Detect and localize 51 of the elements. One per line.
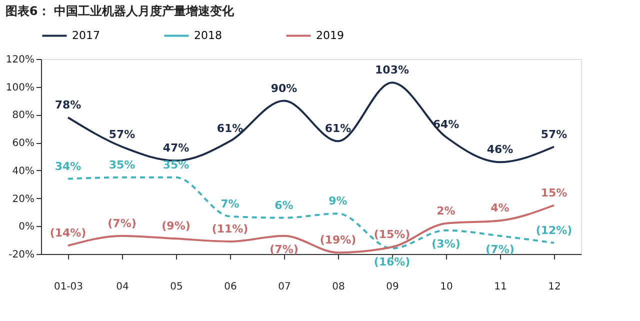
data-label: 6% (274, 198, 294, 212)
y-tick-label: -20% (8, 250, 34, 260)
data-label: (15%) (374, 228, 410, 242)
data-label: 90% (270, 82, 298, 95)
data-label: (19%) (320, 234, 356, 247)
data-label: (11%) (212, 222, 248, 236)
data-label: (3%) (432, 237, 460, 250)
y-tick-label: 20% (12, 194, 34, 205)
x-tick-label: 09 (386, 282, 399, 292)
data-label: (7%) (108, 216, 136, 230)
data-label: (9%) (162, 220, 190, 233)
legend-label: 2019 (316, 28, 344, 42)
data-label: 4% (490, 202, 510, 215)
x-tick-label: 07 (278, 282, 291, 292)
x-tick-label: 10 (440, 282, 453, 292)
data-label: (7%) (486, 242, 514, 256)
chart-title: 图表6： 中国工业机器人月度产量增速变化 (5, 4, 235, 18)
x-tick-label: 12 (548, 282, 561, 292)
data-label: 7% (220, 197, 240, 210)
data-label: 47% (162, 142, 190, 155)
data-label: 9% (328, 194, 348, 208)
data-label: 46% (486, 143, 514, 156)
legend-label: 2017 (72, 28, 100, 42)
x-tick-label: 04 (116, 282, 129, 292)
y-tick-label: 120% (6, 54, 34, 66)
y-tick-label: 40% (12, 166, 34, 177)
x-tick-label: 08 (332, 282, 345, 292)
data-label: (16%) (374, 255, 410, 268)
y-tick-label: 60% (12, 138, 34, 150)
data-label: 15% (540, 186, 568, 200)
data-label: (14%) (50, 226, 86, 240)
y-tick-label: 100% (6, 82, 34, 94)
x-tick-label: 11 (494, 282, 507, 292)
x-tick-label: 06 (224, 282, 237, 292)
y-tick-label: 80% (12, 110, 34, 122)
legend-label: 2018 (194, 28, 222, 42)
y-tick-label: 0% (18, 222, 34, 233)
x-tick-label: 01-03 (54, 282, 84, 292)
data-label: (12%) (536, 224, 572, 237)
data-label: 57% (108, 128, 136, 141)
data-label: 35% (108, 158, 136, 172)
data-label: 61% (216, 122, 244, 136)
data-label: 103% (375, 64, 409, 77)
data-label: 57% (540, 128, 568, 141)
x-tick-label: 05 (170, 282, 183, 292)
data-label: 35% (162, 158, 190, 172)
data-label: (7%) (270, 242, 298, 256)
data-label: 78% (54, 98, 82, 112)
data-label: 34% (54, 160, 82, 173)
data-label: 61% (324, 122, 352, 136)
data-label: 2% (436, 204, 456, 218)
